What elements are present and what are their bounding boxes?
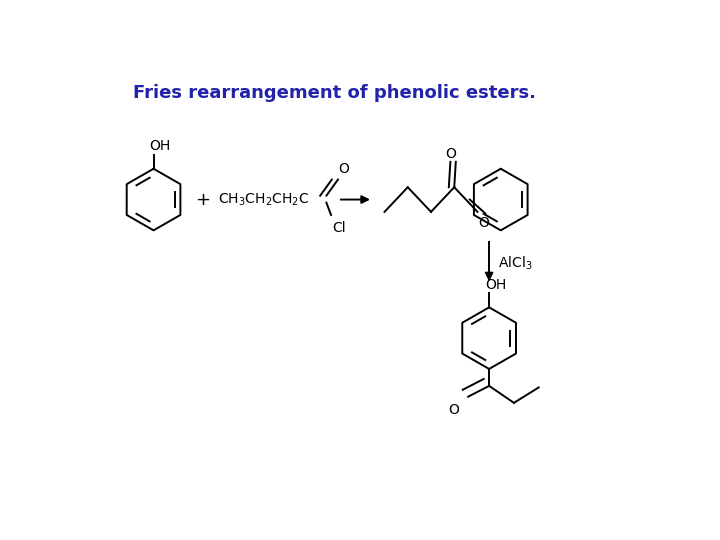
Text: O: O xyxy=(446,147,456,161)
Text: CH$_3$CH$_2$CH$_2$C: CH$_3$CH$_2$CH$_2$C xyxy=(218,191,310,208)
Text: OH: OH xyxy=(485,278,506,292)
Text: AlCl$_3$: AlCl$_3$ xyxy=(498,254,533,272)
Text: Fries rearrangement of phenolic esters.: Fries rearrangement of phenolic esters. xyxy=(132,84,536,102)
Text: +: + xyxy=(195,191,210,208)
Text: O: O xyxy=(448,403,459,417)
Text: O: O xyxy=(478,215,489,230)
Text: OH: OH xyxy=(150,139,171,153)
Text: Cl: Cl xyxy=(333,221,346,235)
Text: O: O xyxy=(338,163,349,177)
